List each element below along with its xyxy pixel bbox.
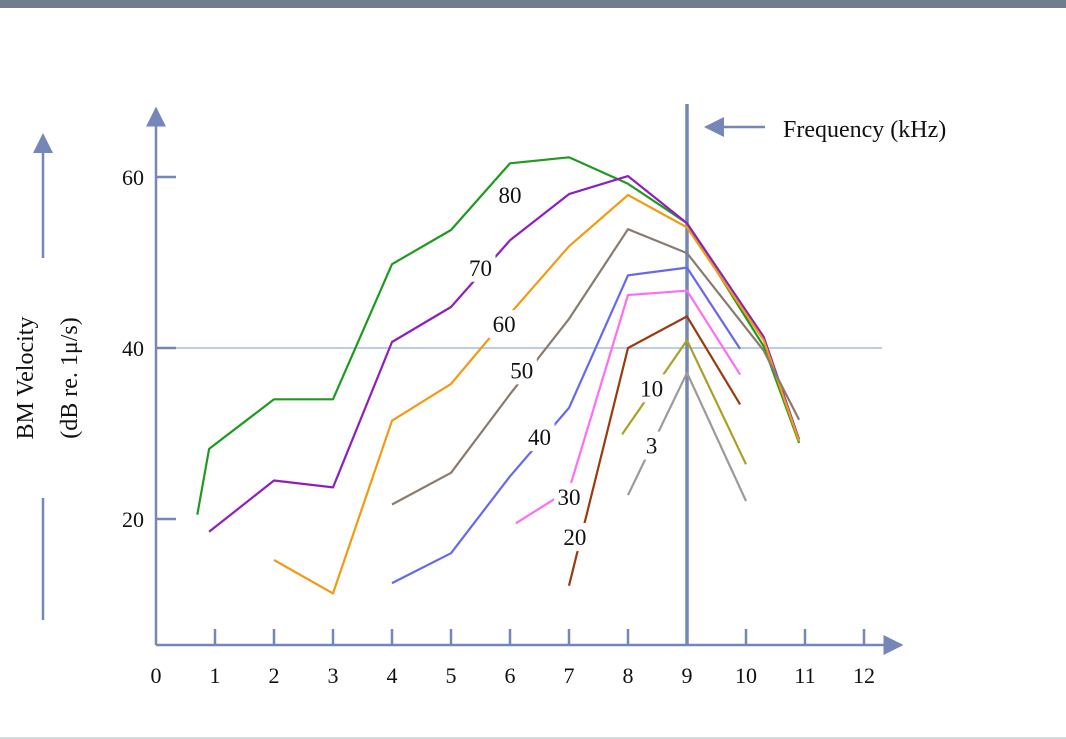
y-axis-title-line2: (dB re. 1μ/s) bbox=[57, 317, 83, 439]
series-label-10: 10 bbox=[640, 376, 663, 401]
series-label-3: 3 bbox=[646, 434, 658, 459]
series-label-background bbox=[636, 374, 667, 403]
x-tick-label: 9 bbox=[682, 663, 693, 688]
top-rule bbox=[0, 0, 1066, 8]
y-tick-label: 60 bbox=[122, 165, 144, 190]
series-label-20: 20 bbox=[563, 525, 586, 550]
series-label-background bbox=[636, 431, 667, 460]
y-tick-label: 40 bbox=[122, 336, 144, 361]
series-label-70: 70 bbox=[469, 256, 492, 281]
series-lines bbox=[196, 156, 801, 595]
series-label-background bbox=[506, 356, 537, 385]
x-axis-title: Frequency (kHz) bbox=[783, 117, 946, 143]
series-label-50: 50 bbox=[510, 358, 533, 383]
series-line-50 bbox=[391, 228, 801, 506]
series-label-background bbox=[495, 181, 525, 210]
x-ticks: 0 1 2 3 4 5 6 7 8 9 10 11 12 bbox=[151, 629, 875, 688]
series-label-40: 40 bbox=[528, 425, 551, 450]
series-label-background bbox=[554, 482, 584, 511]
y-tick-label: 20 bbox=[122, 507, 144, 532]
x-tick-label: 11 bbox=[794, 663, 815, 688]
x-tick-label: 3 bbox=[328, 663, 339, 688]
y-ticks: 20 40 60 bbox=[122, 165, 176, 532]
series-labels: 80 70 60 50 40 30 20 10 3 bbox=[465, 181, 667, 552]
series-line-40 bbox=[391, 266, 742, 585]
series-line-10 bbox=[621, 339, 747, 465]
series-label-80: 80 bbox=[499, 183, 522, 208]
series-label-60: 60 bbox=[493, 312, 516, 337]
x-tick-label: 6 bbox=[505, 663, 516, 688]
x-tick-label: 1 bbox=[210, 663, 221, 688]
x-tick-label: 0 bbox=[151, 663, 162, 688]
y-axis-title-line1: BM Velocity bbox=[13, 317, 39, 440]
series-label-30: 30 bbox=[558, 485, 581, 510]
series-label-background bbox=[524, 423, 555, 452]
x-tick-label: 12 bbox=[853, 663, 875, 688]
series-label-background bbox=[489, 310, 520, 339]
series-line-30 bbox=[515, 289, 742, 525]
series-line-60 bbox=[273, 193, 801, 595]
series-line-20 bbox=[567, 315, 742, 586]
x-tick-label: 10 bbox=[735, 663, 757, 688]
x-tick-label: 4 bbox=[387, 663, 398, 688]
series-label-background bbox=[559, 523, 590, 552]
x-tick-label: 2 bbox=[269, 663, 280, 688]
bottom-rule bbox=[0, 737, 1066, 739]
series-line-70 bbox=[208, 175, 801, 533]
x-tick-label: 8 bbox=[623, 663, 634, 688]
x-tick-label: 5 bbox=[446, 663, 457, 688]
x-tick-label: 7 bbox=[564, 663, 575, 688]
series-label-background bbox=[465, 253, 496, 282]
